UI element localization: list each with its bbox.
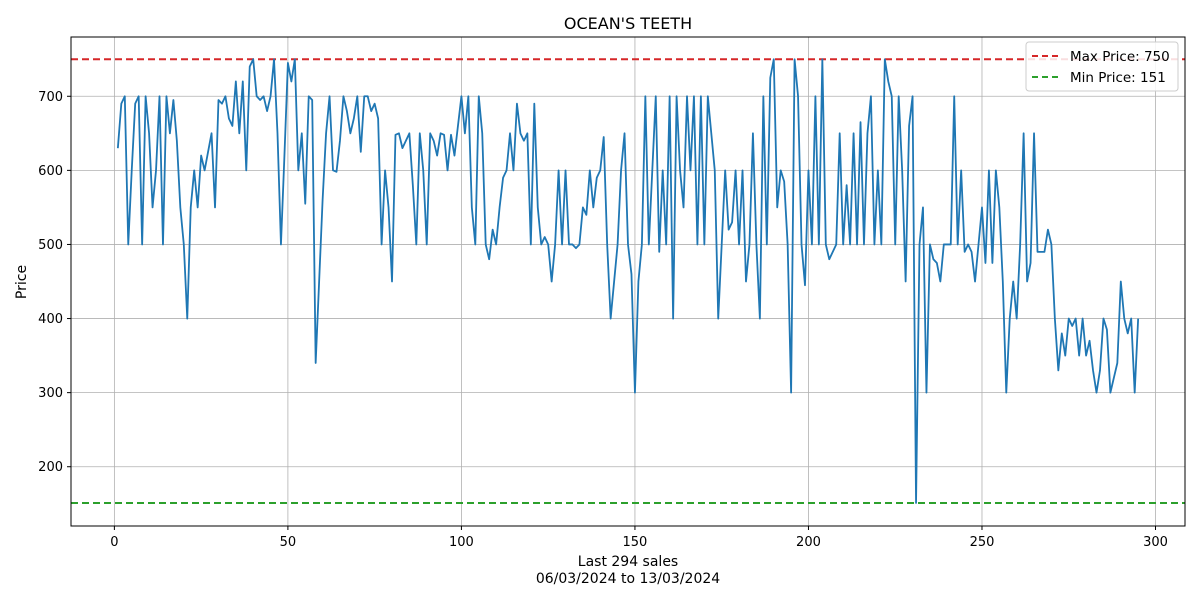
x-tick-label-300: 300 — [1143, 535, 1168, 550]
y-tick-label-400: 400 — [38, 312, 63, 327]
x-tick-label-200: 200 — [796, 535, 821, 550]
grid — [71, 37, 1185, 526]
x-tick-label-250: 250 — [970, 535, 995, 550]
y-tick-label-600: 600 — [38, 164, 63, 179]
legend-label-max-price: Max Price: 750 — [1070, 49, 1170, 65]
x-axis-date-range: 06/03/2024 to 13/03/2024 — [536, 571, 720, 587]
chart-title: OCEAN'S TEETH — [564, 14, 692, 33]
y-tick-label-200: 200 — [38, 460, 63, 475]
plot-area-frame — [70, 36, 1186, 527]
y-tick-label-700: 700 — [38, 90, 63, 105]
y-axis-ticks: 200 300 400 500 600 700 — [38, 90, 71, 475]
x-tick-label-50: 50 — [280, 535, 297, 550]
x-tick-label-150: 150 — [623, 535, 648, 550]
legend-box — [1025, 41, 1179, 92]
y-tick-label-300: 300 — [38, 386, 63, 401]
reference-lines — [71, 58, 1185, 505]
legend: Max Price: 750 Min Price: 151 — [1025, 41, 1179, 92]
price-series-line — [116, 58, 1140, 504]
y-tick-label-500: 500 — [38, 238, 63, 253]
y-axis-label: Price — [14, 265, 30, 299]
x-axis-ticks: 0 50 100 150 200 250 300 — [110, 526, 1168, 550]
x-tick-label-0: 0 — [110, 535, 118, 550]
x-tick-label-100: 100 — [449, 535, 474, 550]
series-layer — [116, 58, 1140, 504]
legend-label-min-price: Min Price: 151 — [1070, 70, 1166, 86]
x-axis-label: Last 294 sales — [578, 554, 678, 570]
